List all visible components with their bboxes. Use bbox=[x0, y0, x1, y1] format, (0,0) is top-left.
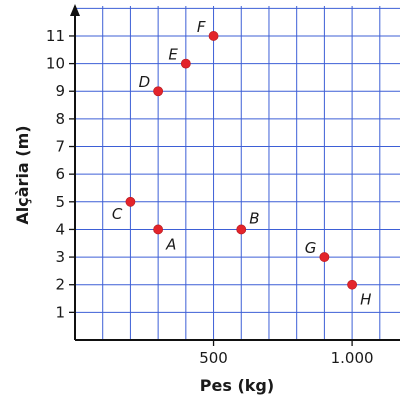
grid bbox=[75, 6, 400, 340]
y-tick-label: 1 bbox=[55, 303, 65, 321]
y-axis-arrow bbox=[70, 4, 80, 16]
x-tick-label: 500 bbox=[199, 349, 228, 367]
ticks: 1 2 3 4 5 6 7 8 9 10 11 500 1.000 bbox=[46, 27, 374, 367]
y-tick-label: 9 bbox=[55, 82, 65, 100]
point-label-a: A bbox=[165, 235, 176, 253]
y-tick-label: 6 bbox=[55, 165, 65, 183]
point-e bbox=[180, 58, 191, 69]
point-label-g: G bbox=[305, 239, 317, 257]
y-tick-label: 2 bbox=[55, 276, 65, 294]
points: A B C DE F G H bbox=[112, 18, 371, 309]
y-tick-label: 3 bbox=[55, 248, 65, 266]
y-tick-label: 7 bbox=[55, 138, 65, 156]
point-label-b: B bbox=[249, 209, 259, 227]
y-tick-label: 4 bbox=[55, 220, 65, 238]
point-d bbox=[153, 86, 164, 97]
y-tick-label: 5 bbox=[55, 193, 65, 211]
y-tick-label: 11 bbox=[46, 27, 65, 45]
point-label-c: C bbox=[112, 205, 123, 223]
point-label-d: D bbox=[139, 73, 151, 91]
y-tick-label: 10 bbox=[46, 55, 65, 73]
point-h bbox=[347, 279, 357, 290]
y-tick-label: 8 bbox=[55, 110, 65, 128]
point-a bbox=[153, 224, 164, 235]
x-tick-label: 1.000 bbox=[331, 349, 374, 367]
point-label-e: E bbox=[168, 46, 178, 64]
y-axis-title: Alçària (m) bbox=[13, 125, 32, 224]
point-label-h: H bbox=[360, 291, 371, 309]
point-b bbox=[236, 224, 247, 235]
point-label-f: F bbox=[197, 18, 206, 36]
x-axis-title: Pes (kg) bbox=[200, 376, 274, 395]
point-g bbox=[319, 252, 330, 262]
point-c bbox=[125, 196, 136, 207]
axes bbox=[70, 4, 400, 341]
point-f bbox=[208, 31, 219, 41]
